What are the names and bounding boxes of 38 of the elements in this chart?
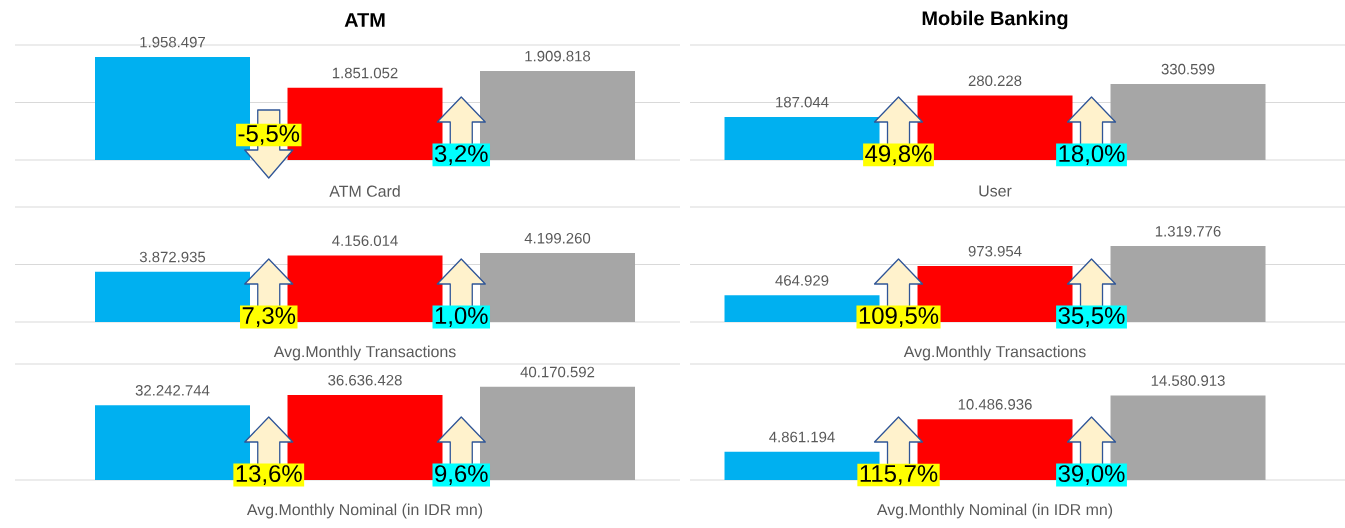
chart-title: Mobile Banking	[922, 10, 1068, 30]
data-label: 4.861.194	[769, 431, 835, 443]
chart-title: ATM	[344, 13, 385, 27]
data-label: 973.954	[968, 245, 1022, 257]
annotation: 13,6%	[236, 465, 302, 485]
annotation: 7,3%	[242, 307, 296, 327]
data-label: 3.872.935	[139, 251, 206, 263]
data-label: 1.851.052	[332, 67, 398, 79]
annotation: 18,0%	[1059, 145, 1125, 165]
data-label: 36.636.428	[328, 374, 402, 386]
data-label: 280.228	[968, 75, 1022, 87]
annotation: 1,0%	[435, 307, 488, 327]
annotation: 39,0%	[1058, 465, 1125, 485]
data-label: 464.929	[775, 275, 829, 286]
x-axis-title: Avg.Monthly Nominal (in IDR mn)	[876, 503, 1113, 519]
x-axis-title: ATM Card	[329, 185, 400, 197]
data-label: 10.486.936	[958, 399, 1032, 410]
annotation: 115,7%	[860, 465, 938, 485]
annotation: 35,5%	[1058, 307, 1125, 327]
data-label: 187.044	[776, 96, 829, 108]
data-label: 1.958.497	[140, 36, 205, 48]
x-axis-title: User	[979, 185, 1012, 197]
data-label: 32.242.744	[135, 385, 210, 396]
x-axis-title: Avg.Monthly Transactions	[903, 345, 1086, 361]
data-label: 1.319.776	[1155, 226, 1221, 237]
data-label: 40.170.592	[520, 366, 595, 378]
data-label: 14.580.913	[1151, 375, 1225, 386]
data-label: 1.909.818	[525, 50, 591, 62]
annotation: 109,5%	[859, 307, 939, 327]
annotation: -5,5%	[238, 125, 300, 145]
annotation: 3,2%	[434, 145, 488, 165]
data-label: 330.599	[1161, 63, 1215, 75]
annotation: 49,8%	[865, 145, 932, 165]
annotation: 9,6%	[435, 465, 488, 485]
data-label: 4.199.260	[524, 232, 591, 244]
data-label: 4.156.014	[332, 235, 398, 246]
x-axis-title: Avg.Monthly Transactions	[273, 345, 456, 361]
x-axis-title: Avg.Monthly Nominal (in IDR mn)	[246, 503, 483, 519]
